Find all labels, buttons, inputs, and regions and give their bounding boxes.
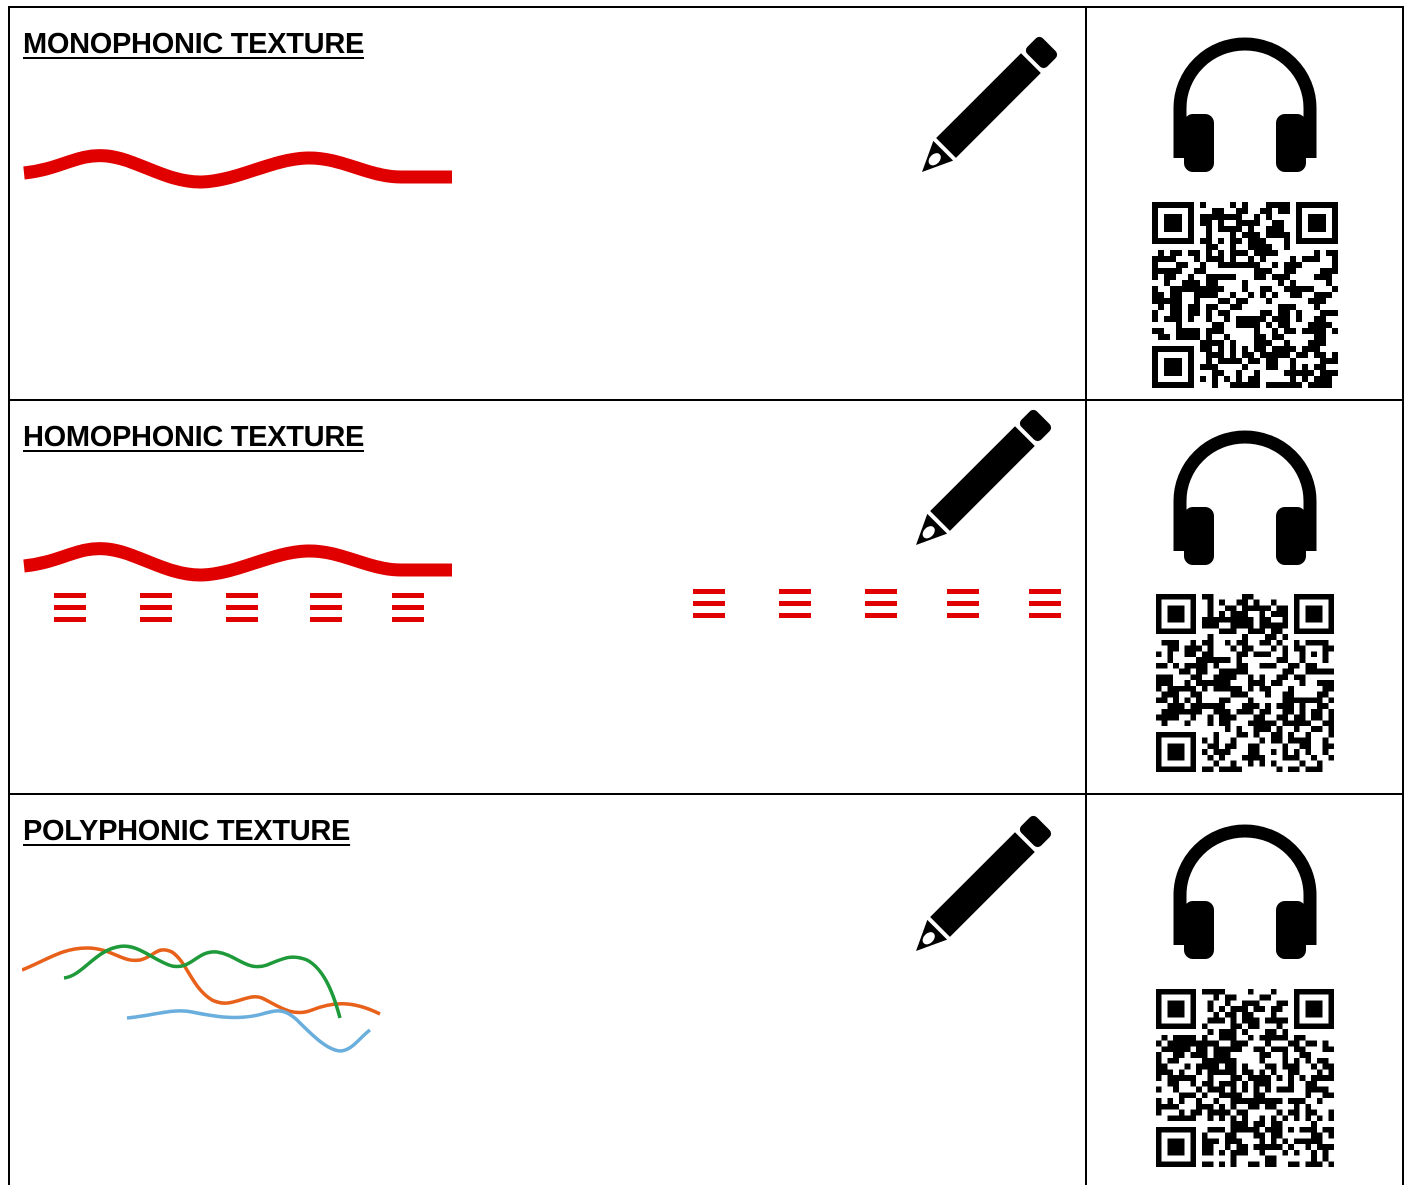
melody-line: [23, 149, 452, 189]
voice-line-orange: [22, 946, 381, 1016]
column-divider: [1085, 8, 1087, 400]
row-monophonic: MONOPHONIC TEXTURE: [8, 6, 1404, 400]
polyphonic-voices: [22, 944, 381, 1053]
heading-homophonic: HOMOPHONIC TEXTURE: [23, 421, 365, 453]
row-homophonic: HOMOPHONIC TEXTURE: [8, 399, 1404, 794]
heading-polyphonic: POLYPHONIC TEXTURE: [23, 815, 351, 847]
headphones-icon[interactable]: [1167, 429, 1323, 571]
melody-line: [23, 542, 452, 582]
heading-monophonic: MONOPHONIC TEXTURE: [23, 28, 365, 60]
pencil-icon[interactable]: [904, 815, 1054, 961]
column-divider: [1085, 401, 1087, 794]
column-divider: [1085, 795, 1087, 1185]
voice-line-blue: [126, 1009, 372, 1053]
chord-accompaniment: [54, 589, 1061, 622]
row-polyphonic: POLYPHONIC TEXTURE: [8, 793, 1404, 1185]
headphones-icon[interactable]: [1167, 823, 1323, 965]
pencil-icon[interactable]: [904, 409, 1054, 555]
qr-code[interactable]: [1156, 594, 1334, 772]
qr-code[interactable]: [1156, 989, 1334, 1167]
voice-line-green: [63, 944, 342, 1019]
headphones-icon[interactable]: [1167, 36, 1323, 178]
qr-code[interactable]: [1152, 202, 1338, 388]
pencil-icon[interactable]: [910, 36, 1060, 182]
